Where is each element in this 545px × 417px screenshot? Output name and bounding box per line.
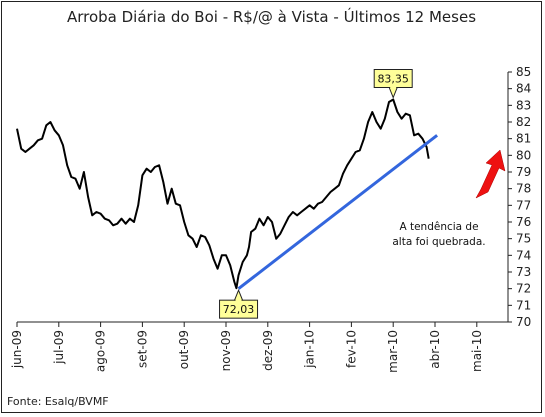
chart-title: Arroba Diária do Boi - R$/@ à Vista - Úl…: [66, 8, 477, 26]
y-tick-label: 74: [516, 248, 531, 262]
x-tick-label: mai-10: [470, 330, 484, 372]
y-tick-label: 72: [516, 282, 531, 296]
callout-label: 83,35: [377, 73, 409, 86]
x-tick-label: nov-09: [219, 330, 233, 371]
y-tick-label: 82: [516, 115, 531, 129]
annotation-text: alta foi quebrada.: [392, 236, 485, 248]
chart-source: Fonte: Esalq/BVMF: [7, 395, 109, 408]
x-tick-label: set-09: [135, 330, 149, 368]
x-tick-label: jul-09: [52, 330, 66, 365]
y-tick-label: 73: [516, 265, 531, 279]
x-tick-label: jun-09: [10, 330, 24, 369]
value-callout: 72,03: [219, 288, 259, 319]
x-tick-label: fev-10: [344, 330, 358, 368]
y-tick-label: 76: [516, 215, 531, 229]
y-tick-label: 71: [516, 298, 531, 312]
annotation-text: A tendência de: [399, 221, 478, 233]
y-tick-label: 81: [516, 132, 531, 146]
x-tick-label: abr-10: [428, 330, 442, 369]
trend-line: [237, 134, 439, 290]
y-tick-label: 70: [516, 315, 531, 329]
callout-label: 72,03: [223, 303, 255, 316]
x-tick-label: dez-09: [261, 330, 275, 371]
y-tick-label: 80: [516, 148, 531, 162]
x-tick-label: mar-10: [386, 330, 400, 373]
y-tick-label: 83: [516, 98, 531, 112]
x-tick-label: jan-10: [303, 330, 317, 369]
callout-pointer: [233, 288, 244, 301]
y-tick-label: 75: [516, 232, 531, 246]
callout-pointer: [388, 87, 398, 99]
y-tick-label: 77: [516, 198, 531, 212]
price-series-line: [16, 98, 430, 290]
x-tick-label: ago-09: [94, 330, 108, 372]
x-tick-label: out-09: [177, 330, 191, 369]
y-tick-label: 79: [516, 165, 531, 179]
y-tick-label: 85: [516, 65, 531, 79]
y-tick-label: 78: [516, 182, 531, 196]
annotation-arrow: [475, 149, 506, 199]
value-callout: 83,35: [373, 69, 413, 99]
y-tick-label: 84: [516, 82, 531, 96]
